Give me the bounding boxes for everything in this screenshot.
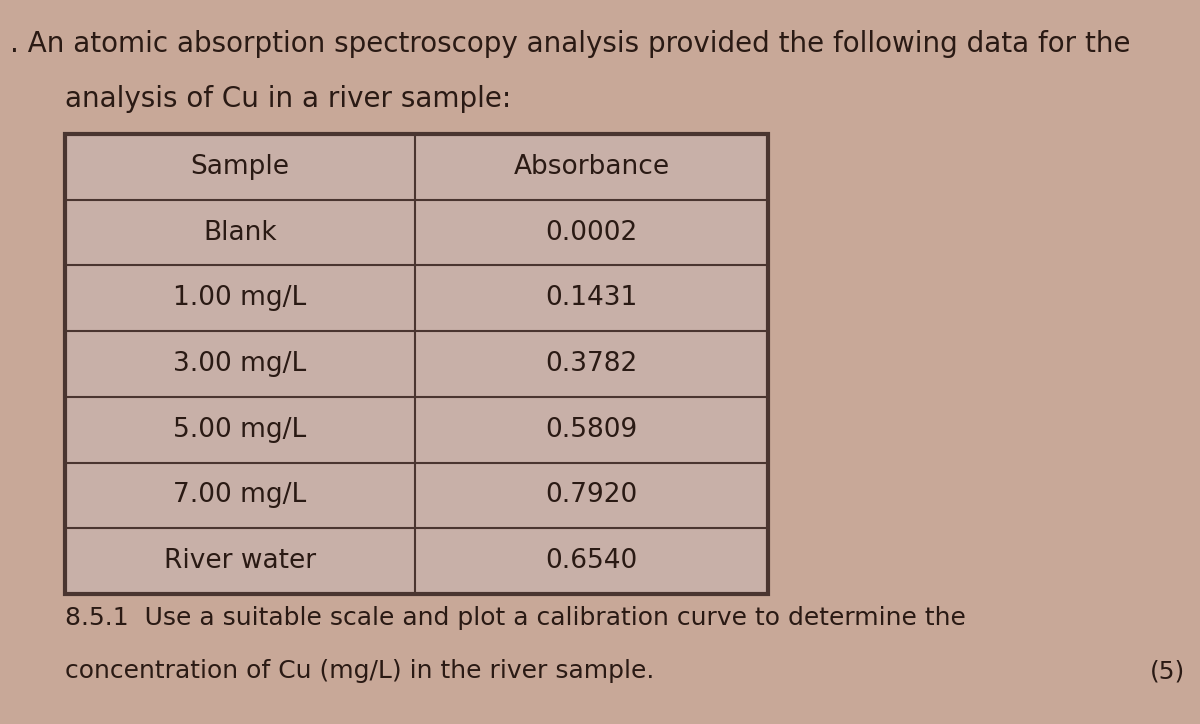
Text: Absorbance: Absorbance <box>514 154 670 180</box>
Text: Sample: Sample <box>191 154 289 180</box>
Text: 0.0002: 0.0002 <box>545 219 637 245</box>
Text: analysis of Cu in a river sample:: analysis of Cu in a river sample: <box>65 85 511 113</box>
Bar <box>65 134 768 594</box>
Text: 0.1431: 0.1431 <box>545 285 637 311</box>
Text: concentration of Cu (mg/L) in the river sample.: concentration of Cu (mg/L) in the river … <box>65 659 654 683</box>
Text: (5): (5) <box>1150 659 1186 683</box>
Text: 7.00 mg/L: 7.00 mg/L <box>173 482 307 508</box>
Text: 1.00 mg/L: 1.00 mg/L <box>173 285 307 311</box>
Text: 0.5809: 0.5809 <box>545 417 637 442</box>
Text: 5.00 mg/L: 5.00 mg/L <box>173 417 307 442</box>
Text: 8.5.1  Use a suitable scale and plot a calibration curve to determine the: 8.5.1 Use a suitable scale and plot a ca… <box>65 606 966 630</box>
Text: 0.6540: 0.6540 <box>545 548 637 574</box>
Text: . An atomic absorption spectroscopy analysis provided the following data for the: . An atomic absorption spectroscopy anal… <box>10 30 1130 58</box>
Bar <box>65 134 768 594</box>
Text: 0.7920: 0.7920 <box>545 482 637 508</box>
Text: River water: River water <box>164 548 316 574</box>
Text: 0.3782: 0.3782 <box>545 351 637 377</box>
Text: 3.00 mg/L: 3.00 mg/L <box>173 351 307 377</box>
Text: Blank: Blank <box>203 219 277 245</box>
